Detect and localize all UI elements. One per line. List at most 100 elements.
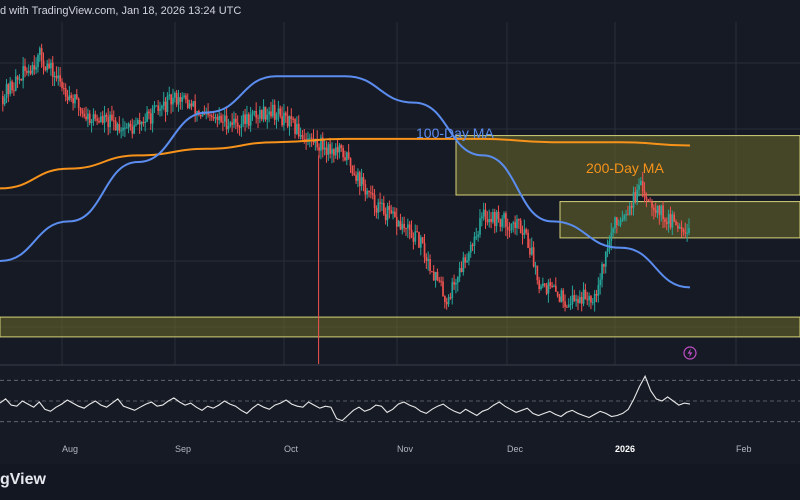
- candle-body: [59, 75, 62, 82]
- candle-body: [81, 110, 84, 114]
- candle-body: [549, 282, 552, 286]
- candle-body: [508, 229, 511, 231]
- candle-body: [303, 138, 306, 140]
- candle-body: [24, 66, 26, 72]
- candle-body: [183, 95, 185, 98]
- header-text: d with TradingView.com, Jan 18, 2026 13:…: [0, 5, 242, 17]
- candle-body: [229, 122, 232, 127]
- candle-body: [55, 75, 58, 79]
- candle-body: [438, 280, 441, 282]
- candle-body: [677, 225, 679, 229]
- candle-body: [72, 97, 74, 104]
- candle-body: [264, 106, 267, 120]
- candle-body: [159, 108, 161, 111]
- price-chart[interactable]: 100-Day MA 200-Day MA Aug Sep Oct Nov De…: [0, 0, 800, 464]
- candle-body: [114, 120, 117, 131]
- candle-body: [444, 296, 446, 302]
- candle-body: [347, 152, 350, 159]
- candle-body: [260, 110, 263, 120]
- candle-body: [14, 76, 17, 91]
- candle-body: [316, 138, 319, 148]
- candle-body: [33, 65, 36, 70]
- candle-body: [168, 94, 171, 97]
- candle-body: [51, 62, 54, 77]
- candle-body: [486, 219, 489, 223]
- candle-body: [194, 101, 197, 114]
- candle-body: [135, 124, 137, 126]
- candle-body: [310, 137, 313, 139]
- candles: [2, 43, 690, 364]
- candle-body: [392, 211, 394, 214]
- candle-body: [638, 185, 640, 190]
- candle-body: [185, 95, 187, 100]
- candle-body: [401, 223, 404, 230]
- candle-body: [96, 118, 99, 121]
- candle-body: [340, 145, 343, 149]
- candle-body: [220, 115, 222, 122]
- candle-body: [235, 118, 237, 123]
- candle-body: [466, 260, 468, 263]
- candle-body: [124, 127, 126, 129]
- candle-body: [242, 114, 245, 124]
- candle-body: [177, 97, 180, 105]
- ma200-line: [0, 137, 691, 190]
- tradingview-logo: gView: [0, 471, 46, 488]
- candle-body: [627, 214, 629, 216]
- candle-body: [473, 236, 476, 246]
- lightning-icon[interactable]: [683, 346, 697, 360]
- candle-body: [247, 114, 250, 126]
- candle-body: [142, 121, 145, 124]
- candle-body: [536, 265, 539, 281]
- candle-body: [66, 96, 69, 101]
- candle-body: [85, 116, 87, 120]
- candle-body: [164, 101, 167, 113]
- candle-body: [170, 94, 173, 105]
- candle-body: [371, 192, 374, 195]
- candle-body: [640, 180, 642, 186]
- candle-body: [490, 219, 492, 223]
- candle-body: [281, 116, 283, 126]
- candle-body: [90, 120, 93, 124]
- candle-body: [35, 67, 37, 70]
- candle-body: [11, 81, 13, 91]
- candle-body: [386, 206, 389, 221]
- candle-body: [355, 175, 357, 181]
- candle-body: [625, 214, 627, 216]
- x-tick-feb: Feb: [736, 444, 752, 454]
- candle-body: [155, 105, 158, 107]
- candle-body: [283, 112, 285, 126]
- candle-body: [488, 219, 491, 223]
- candle-body: [127, 123, 130, 128]
- candle-body: [523, 229, 526, 235]
- candle-body: [255, 110, 258, 118]
- x-tick-oct: Oct: [284, 444, 299, 454]
- candle-body: [651, 202, 653, 208]
- zone-upper: [455, 135, 800, 196]
- candle-body: [231, 122, 234, 125]
- candle-body: [375, 207, 378, 213]
- candle-body: [460, 268, 463, 273]
- candle-body: [286, 115, 289, 127]
- candle-body: [394, 211, 396, 217]
- candle-body: [63, 88, 65, 90]
- candle-body: [334, 147, 337, 156]
- candle-body: [148, 111, 150, 114]
- candle-body: [429, 259, 431, 272]
- candle-body: [279, 108, 282, 117]
- candle-body: [120, 130, 123, 132]
- candle-body: [181, 97, 184, 102]
- candle-body: [407, 224, 409, 229]
- candle-body: [7, 84, 10, 95]
- candle-body: [327, 144, 330, 155]
- candle-body: [323, 147, 326, 150]
- candle-body: [577, 299, 579, 303]
- candle-body: [233, 118, 235, 125]
- candle-body: [418, 231, 420, 248]
- candle-body: [436, 271, 439, 281]
- chart-header: d with TradingView.com, Jan 18, 2026 13:…: [0, 0, 800, 22]
- candle-body: [414, 231, 417, 242]
- candle-body: [560, 290, 563, 303]
- candle-body: [216, 117, 219, 121]
- candle-body: [471, 244, 474, 246]
- candle-body: [682, 229, 685, 233]
